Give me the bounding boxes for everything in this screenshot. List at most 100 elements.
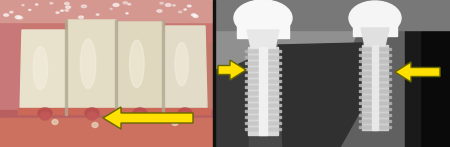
Bar — [362, 84, 388, 86]
Bar — [213, 0, 215, 147]
Bar — [248, 56, 278, 58]
Ellipse shape — [81, 5, 86, 8]
Bar — [245, 104, 281, 106]
Bar — [359, 84, 391, 86]
Ellipse shape — [66, 6, 71, 8]
Ellipse shape — [173, 5, 176, 6]
Polygon shape — [0, 110, 213, 147]
Bar — [362, 60, 388, 62]
Bar — [245, 92, 281, 94]
Bar — [245, 50, 281, 52]
Ellipse shape — [22, 5, 24, 6]
Ellipse shape — [87, 112, 97, 120]
Polygon shape — [215, 50, 350, 147]
Bar — [362, 72, 388, 74]
Ellipse shape — [85, 108, 99, 118]
Polygon shape — [215, 0, 450, 30]
Ellipse shape — [65, 9, 69, 11]
Bar — [362, 54, 388, 56]
Ellipse shape — [187, 5, 191, 7]
Polygon shape — [0, 0, 213, 28]
Ellipse shape — [133, 108, 147, 118]
Bar — [359, 96, 391, 98]
Ellipse shape — [123, 2, 127, 4]
Bar — [245, 122, 281, 124]
Bar — [359, 120, 391, 122]
Bar — [245, 116, 281, 118]
Ellipse shape — [18, 16, 22, 19]
Bar — [359, 90, 391, 92]
Ellipse shape — [40, 112, 50, 120]
Ellipse shape — [38, 108, 52, 118]
Bar — [248, 98, 278, 100]
Ellipse shape — [349, 1, 401, 35]
Bar — [248, 74, 278, 76]
Bar — [0, 0, 213, 147]
Polygon shape — [361, 28, 389, 46]
Ellipse shape — [96, 14, 99, 15]
Ellipse shape — [157, 10, 162, 12]
Bar — [215, 0, 450, 147]
Bar — [362, 108, 388, 110]
Bar — [162, 20, 164, 115]
Bar — [245, 110, 281, 112]
Bar — [359, 66, 391, 68]
Bar — [362, 66, 388, 68]
Bar — [245, 56, 281, 58]
Bar — [115, 20, 117, 115]
Ellipse shape — [179, 11, 182, 13]
Bar — [248, 122, 278, 124]
Ellipse shape — [29, 9, 31, 10]
Bar — [245, 80, 281, 82]
Ellipse shape — [165, 4, 171, 6]
Ellipse shape — [10, 11, 13, 13]
Ellipse shape — [175, 43, 188, 86]
Bar — [372, 45, 378, 130]
Bar — [362, 78, 388, 80]
Bar — [245, 128, 281, 130]
Bar — [248, 92, 278, 94]
Polygon shape — [278, 43, 372, 147]
Bar — [362, 90, 388, 92]
Polygon shape — [215, 0, 370, 70]
Bar — [415, 0, 450, 147]
Bar — [248, 80, 278, 82]
Ellipse shape — [191, 14, 196, 16]
Bar — [245, 74, 281, 76]
Bar — [362, 102, 388, 104]
Ellipse shape — [33, 47, 48, 90]
Bar — [359, 48, 391, 50]
Bar — [359, 114, 391, 116]
Ellipse shape — [80, 39, 96, 88]
Bar — [359, 78, 391, 80]
FancyArrow shape — [395, 62, 440, 82]
Polygon shape — [247, 30, 279, 48]
Ellipse shape — [110, 8, 112, 9]
Bar — [359, 60, 391, 62]
Ellipse shape — [234, 0, 292, 36]
Ellipse shape — [184, 9, 186, 10]
Bar — [245, 98, 281, 100]
Ellipse shape — [194, 15, 198, 17]
Ellipse shape — [64, 2, 69, 5]
Polygon shape — [0, 118, 213, 147]
FancyArrow shape — [218, 60, 246, 80]
Bar — [248, 62, 278, 64]
Bar — [359, 54, 391, 56]
Bar — [353, 18, 397, 36]
Bar — [245, 62, 281, 64]
Ellipse shape — [178, 108, 192, 118]
Polygon shape — [0, 22, 213, 42]
Ellipse shape — [52, 120, 58, 125]
Ellipse shape — [92, 122, 98, 127]
Bar — [248, 47, 278, 135]
Bar — [359, 126, 391, 128]
Bar — [245, 86, 281, 88]
Bar — [248, 50, 278, 52]
Polygon shape — [163, 26, 207, 108]
Bar — [362, 48, 388, 50]
Bar — [359, 102, 391, 104]
Ellipse shape — [135, 112, 145, 120]
Ellipse shape — [126, 13, 128, 14]
Bar — [362, 114, 388, 116]
